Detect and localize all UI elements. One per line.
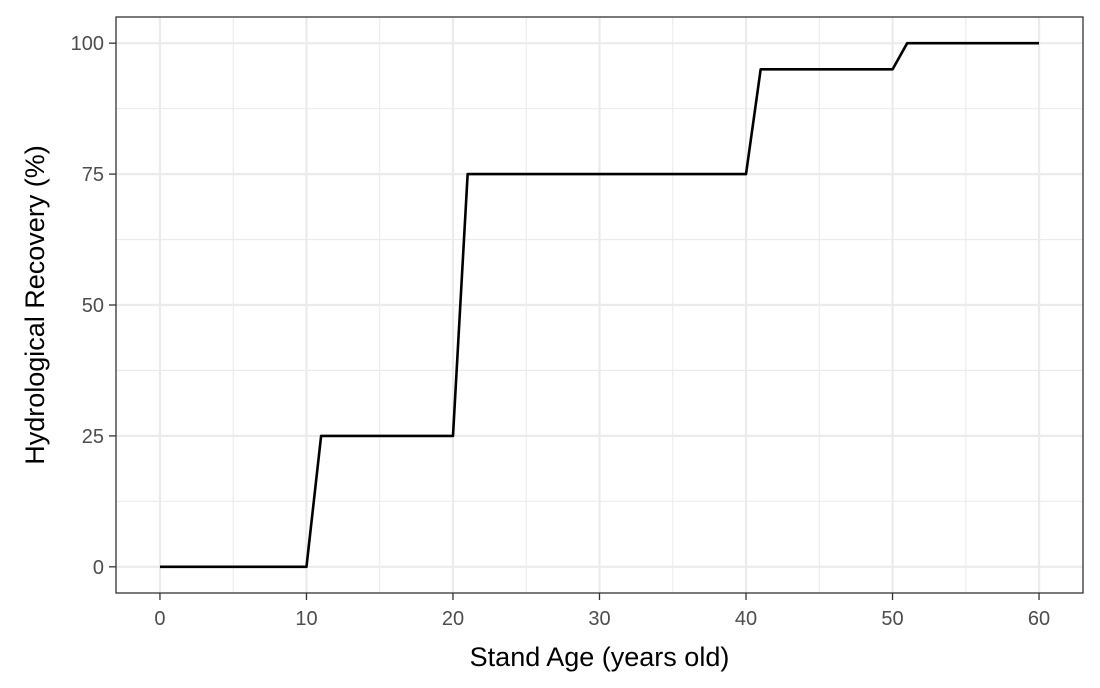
y-tick-label: 25 [82, 426, 104, 448]
x-tick-label: 30 [588, 608, 610, 630]
y-tick-label: 75 [82, 164, 104, 186]
y-tick-label: 0 [93, 557, 104, 579]
x-tick-label: 10 [295, 608, 317, 630]
x-axis-title: Stand Age (years old) [470, 642, 730, 672]
y-axis-title: Hydrological Recovery (%) [20, 145, 50, 465]
x-tick-label: 0 [154, 608, 165, 630]
y-tick-label: 100 [71, 33, 104, 55]
x-tick-label: 50 [881, 608, 903, 630]
y-axis: 0 25 50 75 100 [71, 33, 116, 579]
x-axis: 0 10 20 30 40 50 60 [154, 593, 1050, 630]
x-tick-label: 40 [735, 608, 757, 630]
series-layer [159, 41, 1040, 569]
series-line [159, 41, 1040, 569]
y-tick-label: 50 [82, 295, 104, 317]
x-tick-label: 20 [442, 608, 464, 630]
x-tick-label: 60 [1028, 608, 1050, 630]
